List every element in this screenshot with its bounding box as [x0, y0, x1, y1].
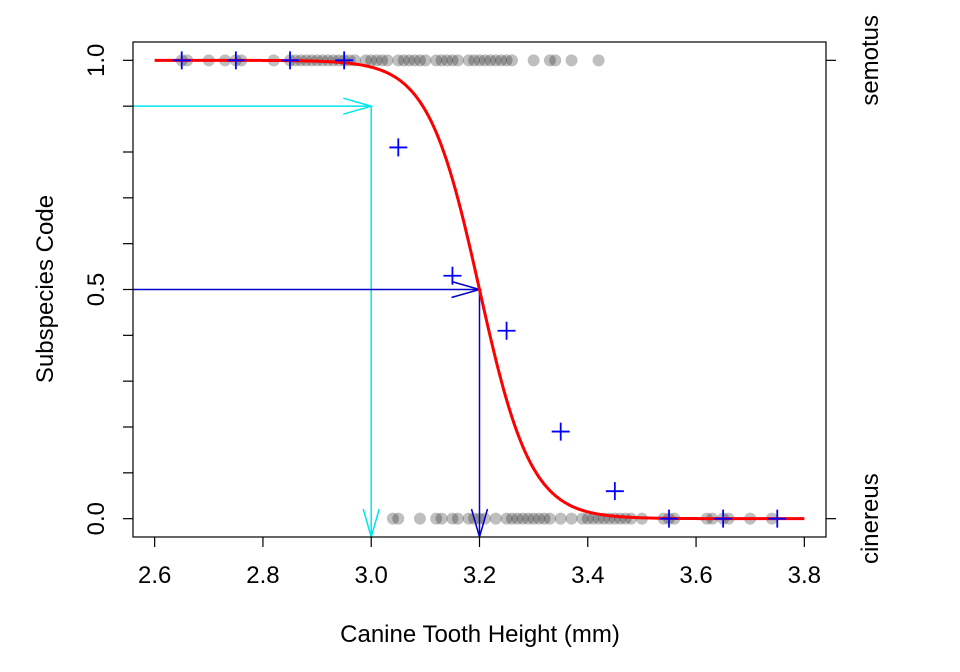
axes: 2.6 2.8 3.0 3.2 3.4 3.6 3.8 0.0 0.5 1.0 cinereus se… — [83, 15, 884, 589]
x-tick-label: 2.6 — [138, 562, 171, 589]
y-axis-title: Subspecies Code — [32, 195, 59, 383]
data-point — [403, 54, 416, 67]
x-tick-label: 2.8 — [246, 562, 279, 589]
data-point — [473, 54, 486, 67]
data-point — [446, 512, 459, 525]
data-point — [435, 512, 448, 525]
data-point — [500, 512, 513, 525]
bin-mean-marker — [605, 482, 624, 501]
data-point — [468, 54, 481, 67]
data-point — [419, 54, 432, 67]
bin-mean-marker — [172, 51, 191, 70]
data-point — [522, 512, 535, 525]
data-point — [533, 512, 546, 525]
bin-means-layer — [172, 51, 787, 528]
p50-arrows — [133, 280, 489, 540]
data-point — [511, 512, 524, 525]
data-point — [451, 512, 464, 525]
data-point — [495, 54, 508, 67]
data-point — [408, 54, 421, 67]
x-tick-label: 3.4 — [571, 562, 604, 589]
bin-mean-marker — [768, 509, 787, 528]
y-tick-label: 1.0 — [83, 44, 110, 77]
y-tick-label: 0.0 — [83, 502, 110, 535]
data-point — [397, 54, 410, 67]
bin-mean-marker — [714, 509, 733, 528]
bin-mean-marker — [551, 422, 570, 441]
data-point — [478, 54, 491, 67]
right-tick-label: semotus — [857, 15, 884, 106]
x-tick-label: 3.0 — [355, 562, 388, 589]
data-point — [549, 54, 562, 67]
data-point — [543, 54, 556, 67]
fitted-curve — [154, 58, 805, 521]
data-point — [413, 54, 426, 67]
data-point — [435, 54, 448, 67]
data-point — [381, 54, 394, 67]
data-point — [430, 54, 443, 67]
data-point — [359, 54, 372, 67]
data-point — [462, 54, 475, 67]
data-point — [516, 512, 529, 525]
data-point — [441, 54, 454, 67]
bin-mean-marker — [443, 266, 462, 285]
data-point — [505, 512, 518, 525]
data-point — [500, 54, 513, 67]
data-point — [392, 512, 405, 525]
data-point — [489, 54, 502, 67]
bin-mean-marker — [226, 51, 245, 70]
bin-mean-marker — [335, 51, 354, 70]
data-point — [505, 54, 518, 67]
data-point — [587, 512, 600, 525]
x-tick-label: 3.6 — [679, 562, 712, 589]
data-point — [527, 512, 540, 525]
data-point — [446, 54, 459, 67]
data-point — [538, 512, 551, 525]
x-tick-label: 3.8 — [788, 562, 821, 589]
data-point — [376, 54, 389, 67]
x-axis-title: Canine Tooth Height (mm) — [340, 621, 620, 648]
data-point — [489, 512, 502, 525]
data-point — [484, 54, 497, 67]
data-point — [370, 54, 383, 67]
bin-mean-marker — [281, 51, 300, 70]
data-point — [576, 512, 589, 525]
data-point — [581, 512, 594, 525]
bin-mean-marker — [659, 509, 678, 528]
data-point — [386, 512, 399, 525]
bin-mean-marker — [497, 321, 516, 340]
data-point — [527, 54, 540, 67]
p90-arrows — [133, 97, 380, 540]
x-tick-label: 3.2 — [463, 562, 496, 589]
data-point — [565, 512, 578, 525]
fitted-curve-layer — [154, 58, 805, 521]
data-point — [462, 512, 475, 525]
data-point — [451, 54, 464, 67]
y-tick-label: 0.5 — [83, 273, 110, 306]
bin-mean-marker — [389, 138, 408, 157]
data-point — [392, 54, 405, 67]
data-point — [430, 512, 443, 525]
data-point — [565, 54, 578, 67]
data-point — [413, 512, 426, 525]
probability-arrows — [133, 97, 489, 540]
data-point — [592, 54, 605, 67]
data-point — [365, 54, 378, 67]
right-tick-label: cinereus — [857, 473, 884, 564]
data-point — [543, 512, 556, 525]
data-point — [554, 512, 567, 525]
